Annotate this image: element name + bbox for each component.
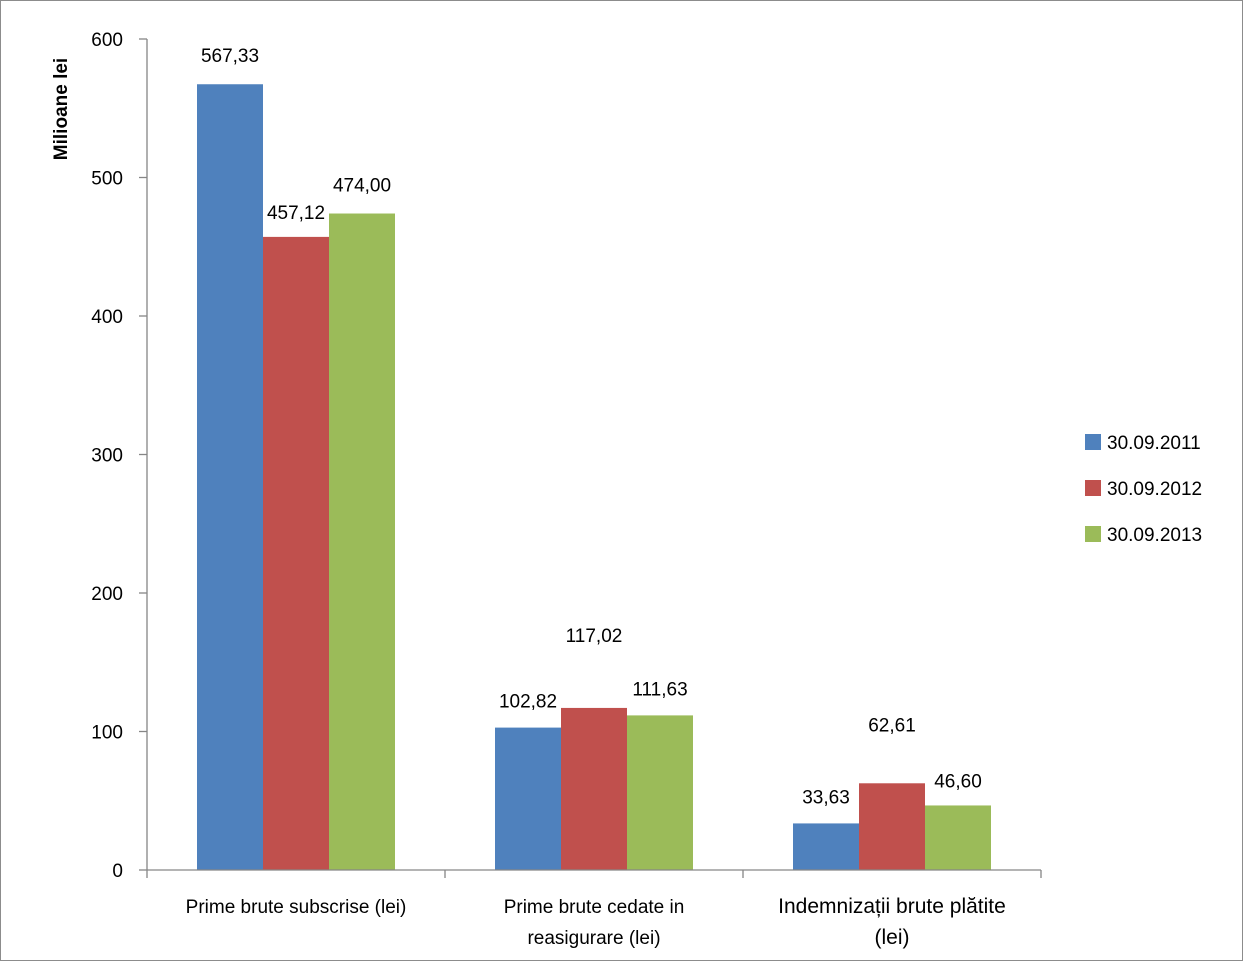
legend-swatch: [1085, 526, 1101, 542]
legend-label: 30.09.2012: [1107, 479, 1202, 500]
bar: [627, 715, 693, 870]
legend: 30.09.2011 30.09.2012 30.09.2013: [1085, 433, 1202, 546]
x-category-label: Indemnizații brute plătite: [778, 895, 1006, 918]
legend-swatch: [1085, 434, 1101, 450]
x-axis: Prime brute subscrise (lei) Prime brute c…: [146, 869, 1042, 949]
y-tick-label: 0: [112, 861, 123, 882]
legend-label: 30.09.2011: [1107, 433, 1201, 454]
bar: [859, 783, 925, 870]
bar: [263, 236, 329, 870]
y-axis: 0 100 200 300 400 500 600: [91, 30, 148, 882]
x-category-label: (lei): [875, 926, 910, 949]
bar: [197, 84, 263, 871]
y-tick-label: 500: [91, 169, 123, 190]
data-labels-group: 567,33 457,12 474,00 102,82 117,02 111,63 33,6…: [201, 46, 982, 808]
bar: [495, 727, 561, 870]
data-label: 567,33: [201, 46, 259, 67]
bar: [561, 707, 627, 870]
data-label: 457,12: [267, 203, 325, 224]
data-label: 117,02: [566, 626, 623, 647]
legend-swatch: [1085, 480, 1101, 496]
bar: [925, 805, 991, 870]
y-tick-label: 300: [91, 446, 123, 467]
y-axis-title: Milioane lei: [51, 58, 72, 160]
data-label: 33,63: [802, 787, 850, 808]
bars-group: [197, 84, 991, 871]
y-tick-label: 400: [91, 307, 123, 328]
data-label: 474,00: [333, 176, 391, 197]
x-category-label: reasigurare (lei): [527, 928, 660, 949]
y-tick-label: 600: [91, 30, 123, 51]
bar: [329, 213, 395, 870]
x-category-label: Prime brute cedate in: [504, 897, 685, 918]
legend-label: 30.09.2013: [1107, 525, 1202, 546]
x-category-label: Prime brute subscrise (lei): [186, 897, 407, 918]
y-tick-label: 200: [91, 584, 123, 605]
data-label: 62,61: [868, 715, 916, 736]
y-tick-label: 100: [91, 723, 123, 744]
data-label: 46,60: [934, 771, 982, 792]
bar: [793, 823, 859, 870]
data-label: 111,63: [632, 679, 687, 700]
data-label: 102,82: [499, 692, 557, 713]
